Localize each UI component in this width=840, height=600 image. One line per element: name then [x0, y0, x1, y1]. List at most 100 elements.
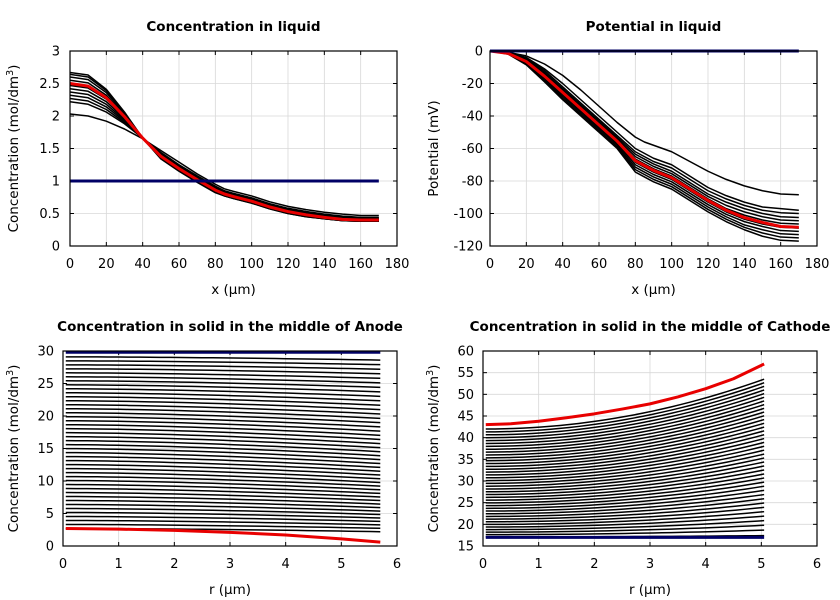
series-group — [65, 350, 381, 544]
plot-frame — [62, 350, 398, 547]
series-line-intermediate — [65, 523, 381, 530]
y-tick-label: 10 — [37, 475, 54, 490]
x-tick-label: 3 — [226, 557, 234, 572]
series-line-intermediate — [65, 368, 381, 375]
x-tick-label: 1 — [115, 557, 123, 572]
x-tick-label: 6 — [393, 557, 401, 572]
series-line-intermediate — [65, 360, 381, 366]
series-line-intermediate — [65, 415, 381, 428]
series-group — [485, 362, 765, 539]
series-line-intermediate — [485, 422, 765, 465]
series-line-intermediate — [65, 451, 381, 465]
y-tick-label: 0 — [52, 240, 60, 255]
y-axis-label: Concentration (mol/dm3) — [5, 65, 22, 233]
series-line-intermediate — [65, 447, 381, 461]
series-line-intermediate — [65, 400, 381, 411]
plot-frame — [69, 50, 398, 247]
y-tick-label: -100 — [453, 207, 483, 222]
y-tick-label: -20 — [462, 77, 483, 92]
series-line-intermediate — [485, 389, 765, 439]
series-line-intermediate — [485, 378, 765, 430]
x-tick-label: 140 — [732, 257, 757, 272]
x-tick-label: 1 — [535, 557, 543, 572]
chart-panel-4: Concentration in solid in the middle of … — [425, 319, 830, 598]
series-line-intermediate — [485, 477, 765, 504]
y-tick-label: 3 — [52, 45, 60, 60]
y-axis-label: Potential (mV) — [426, 100, 442, 196]
series-line-intermediate — [65, 407, 381, 420]
series-line-last — [70, 82, 379, 222]
series-line-intermediate — [65, 511, 381, 519]
y-tick-label: 0.5 — [39, 207, 60, 222]
series-line-intermediate — [65, 443, 381, 457]
x-tick-label: 140 — [312, 257, 337, 272]
x-tick-label: 3 — [646, 557, 654, 572]
series-line-intermediate — [485, 510, 765, 526]
series-line-intermediate — [485, 506, 765, 523]
series-line-intermediate — [490, 50, 799, 219]
series-line-intermediate — [485, 437, 765, 476]
series-line-intermediate — [485, 403, 765, 450]
series-line-intermediate — [490, 50, 799, 229]
series-line-intermediate — [485, 441, 765, 479]
series-line-intermediate — [485, 430, 765, 470]
series-line-intermediate — [490, 50, 799, 211]
series-line-intermediate — [70, 100, 379, 219]
y-tick-label: 25 — [37, 377, 54, 392]
y-tick-label: 20 — [457, 518, 474, 533]
y-tick-label: 30 — [457, 475, 474, 490]
series-line-intermediate — [485, 481, 765, 507]
y-tick-label: 35 — [457, 453, 474, 468]
series-line-intermediate — [485, 519, 765, 531]
series-line-intermediate — [65, 396, 381, 406]
series-line-intermediate — [65, 455, 381, 469]
chart-title: Potential in liquid — [586, 19, 722, 35]
series-line-intermediate — [65, 487, 381, 498]
series-line-intermediate — [65, 463, 381, 476]
series-line-intermediate — [485, 489, 765, 512]
series-group — [490, 49, 799, 242]
x-tick-label: 20 — [518, 257, 535, 272]
series-line-intermediate — [485, 411, 765, 456]
series-line-intermediate — [65, 435, 381, 449]
series-line-intermediate — [485, 529, 765, 536]
y-tick-label: -80 — [462, 175, 483, 190]
x-tick-label: 60 — [171, 257, 188, 272]
series-line-intermediate — [485, 524, 765, 533]
y-tick-label: 45 — [457, 410, 474, 425]
series-line-intermediate — [65, 507, 381, 516]
series-line-intermediate — [65, 376, 381, 384]
series-line-intermediate — [490, 50, 799, 239]
y-tick-label: 40 — [457, 431, 474, 446]
x-tick-label: 80 — [207, 257, 224, 272]
series-line-intermediate — [485, 485, 765, 510]
series-group — [70, 71, 379, 223]
series-line-intermediate — [65, 471, 381, 484]
series-line-intermediate — [490, 50, 799, 215]
series-line-intermediate — [65, 392, 381, 402]
series-line-intermediate — [485, 453, 765, 487]
x-tick-label: 160 — [348, 257, 373, 272]
y-tick-label: 15 — [457, 540, 474, 555]
y-axis-label: Concentration (mol/dm3) — [5, 365, 22, 533]
series-line-intermediate — [65, 491, 381, 502]
series-line-intermediate — [490, 50, 799, 236]
series-line-intermediate — [485, 392, 765, 442]
y-tick-label: -40 — [462, 110, 483, 125]
series-line-intermediate — [70, 71, 379, 223]
y-tick-label: 2 — [52, 110, 60, 125]
series-line-intermediate — [65, 388, 381, 398]
x-tick-label: 100 — [659, 257, 684, 272]
series-line-last — [490, 49, 799, 229]
x-tick-label: 100 — [239, 257, 264, 272]
grid — [490, 51, 817, 246]
series-line-intermediate — [70, 73, 379, 223]
x-tick-label: 4 — [282, 557, 290, 572]
series-line-intermediate — [485, 415, 765, 459]
series-line-intermediate — [65, 479, 381, 491]
series-line-intermediate — [65, 515, 381, 523]
y-tick-label: -60 — [462, 142, 483, 157]
series-line-intermediate — [485, 449, 765, 485]
x-tick-label: 0 — [479, 557, 487, 572]
